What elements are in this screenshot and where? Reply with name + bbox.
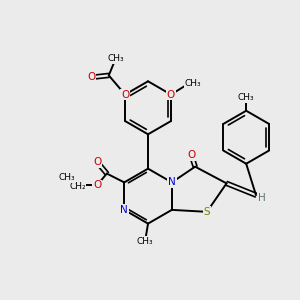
- Text: O: O: [187, 150, 195, 160]
- Text: O: O: [121, 89, 129, 100]
- Text: CH₃: CH₃: [107, 54, 124, 63]
- Text: N: N: [120, 205, 128, 215]
- Text: CH₃: CH₃: [137, 237, 153, 246]
- Text: O: O: [93, 180, 101, 190]
- Text: H: H: [258, 193, 266, 203]
- Text: O: O: [167, 89, 175, 100]
- Text: CH₃: CH₃: [185, 79, 202, 88]
- Text: CH₂: CH₂: [69, 182, 86, 191]
- Text: N: N: [168, 177, 176, 188]
- Text: O: O: [93, 157, 101, 167]
- Text: CH₃: CH₃: [238, 94, 254, 103]
- Text: O: O: [87, 72, 95, 82]
- Text: S: S: [204, 207, 210, 217]
- Text: CH₃: CH₃: [58, 173, 75, 182]
